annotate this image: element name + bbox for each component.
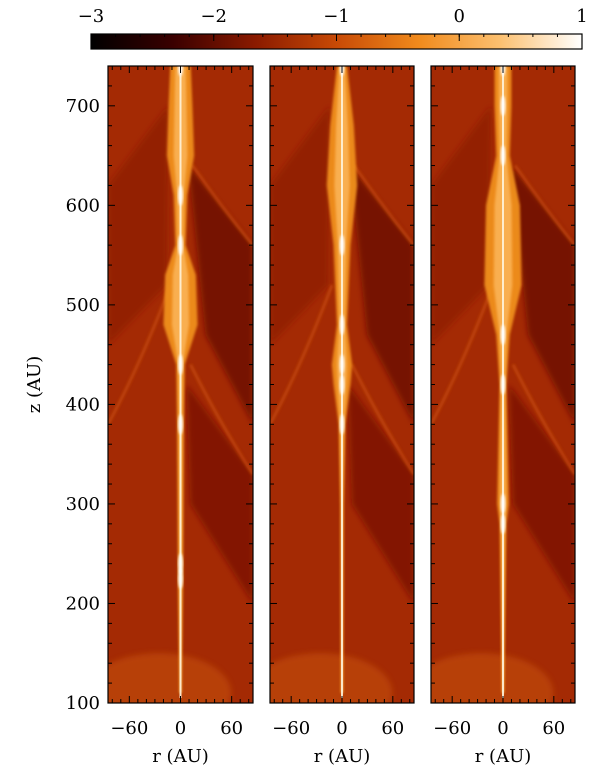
bow-shock-wings [108,164,253,475]
jet-knot [500,513,506,534]
low-density-region [270,105,414,604]
jet-knot [178,414,183,435]
colorbar-tick-label: −2 [200,6,227,27]
y-tick-label: 100 [66,693,100,714]
base-glow [431,653,554,703]
x-tick-label: 60 [220,718,243,739]
y-tick-label: 700 [66,96,100,117]
x-tick-label: 0 [336,718,347,739]
bow-shock-wings [431,164,575,475]
jet-knot [339,235,345,256]
y-tick-label: 200 [66,593,100,614]
heatmap-panel [431,66,575,703]
colorbar-tick-label: 0 [454,6,465,27]
colorbar: −3 −2 −1 0 1 [78,6,588,50]
y-tick-label: 600 [66,195,100,216]
x-tick-label: −60 [272,718,310,739]
y-axis: 100 200 300 400 500 600 700 z (AU) [24,96,100,714]
colorbar-tick-label: −3 [78,6,105,27]
x-axis-label: r (AU) [152,746,209,767]
x-axis-label: r (AU) [314,746,371,767]
low-density-region [108,105,253,604]
jet-knot [339,354,345,375]
y-tick-label: 500 [66,295,100,316]
x-axis: −60 0 60 r (AU) [108,65,253,767]
y-tick-label: 300 [66,494,100,515]
heatmap-panel [270,66,414,703]
bow-shock-wings [270,164,414,475]
jet-knot [178,553,183,574]
low-density-region [431,105,575,604]
heatmap-panel [108,66,253,703]
x-tick-label: 0 [497,718,508,739]
jet-knot [178,185,183,206]
heatmap-panels [107,65,576,704]
x-tick-label: −60 [110,718,148,739]
x-axis: −60 0 60 r (AU) [431,65,575,767]
base-glow [270,653,393,703]
jet-knot [500,374,506,395]
x-tick-label: 60 [381,718,404,739]
jet-knot [178,354,183,375]
x-tick-label: 0 [175,718,186,739]
colorbar-tick-label: 1 [576,6,587,27]
y-axis-label: z (AU) [24,356,45,413]
jet-knot [500,145,506,166]
x-tick-label: 60 [542,718,565,739]
x-tick-label: −60 [433,718,471,739]
x-axis-label: r (AU) [475,746,532,767]
x-axes: −60 0 60r (AU)−60 0 60r (AU)−60 0 60r (AU) [108,65,575,767]
jet-knot [500,324,506,345]
jet-knot [500,95,506,116]
y-tick-label: 400 [66,394,100,415]
jet-knot [339,314,345,335]
jet-knot [500,493,506,514]
x-axis: −60 0 60 r (AU) [270,65,414,767]
base-glow [108,653,232,703]
jet-knot [339,414,345,435]
jet-knot [178,235,183,256]
jet-knot [178,568,183,589]
jet-knot [339,374,345,395]
colorbar-tick-label: −1 [323,6,350,27]
colorbar-ticks: −3 −2 −1 0 1 [78,6,588,41]
